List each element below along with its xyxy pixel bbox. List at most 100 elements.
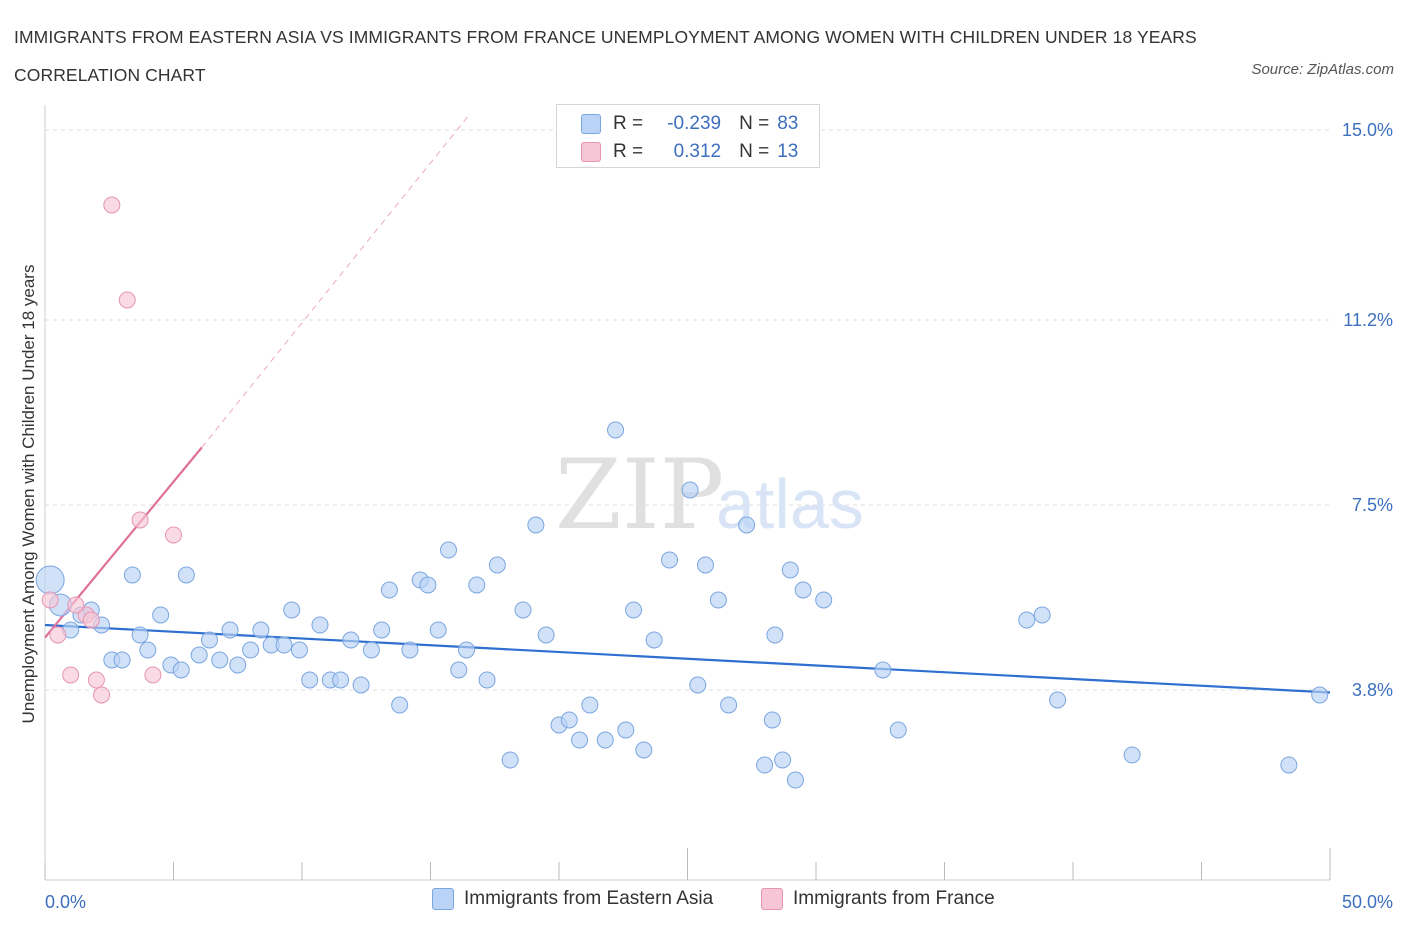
point-eastern-asia-38	[419, 576, 437, 594]
point-eastern-asia-78	[1033, 606, 1051, 624]
x-tick-label-0: 0.0%	[45, 892, 86, 912]
y-axis-label: Unemployment Among Women with Children U…	[19, 265, 38, 724]
legend-n-value: 83	[777, 113, 799, 134]
point-eastern-asia-63	[689, 676, 707, 694]
point-eastern-asia-54	[596, 731, 614, 749]
point-france-11	[165, 526, 182, 544]
point-france-8	[118, 291, 136, 309]
y-tick-label-2: 11.2%	[1343, 310, 1393, 330]
watermark-atlas: atlas	[716, 465, 864, 543]
stats-legend: R = -0.239 N = 83 R = 0.312 N = 13	[556, 104, 820, 168]
legend-n-label: N =	[739, 141, 770, 162]
trend-line-2	[201, 114, 470, 448]
legend-r-value: 0.312	[673, 141, 722, 162]
point-france-6	[93, 686, 111, 704]
tick-labels: 3.8% 7.5% 11.2% 15.0% 0.0% 50.0%	[45, 120, 1393, 912]
point-france-2	[62, 666, 80, 684]
legend-item-eastern-asia[interactable]: Immigrants from Eastern Asia	[432, 888, 713, 910]
point-eastern-asia-26	[301, 671, 319, 689]
point-eastern-asia-25	[290, 641, 308, 659]
legend-r-value: -0.239	[667, 113, 722, 134]
point-eastern-asia-21	[252, 621, 270, 639]
chart-title: IMMIGRANTS FROM EASTERN ASIA VS IMMIGRAN…	[14, 27, 1197, 85]
point-eastern-asia-27	[311, 616, 329, 634]
x-tick-label-1: 50.0%	[1342, 892, 1393, 912]
point-eastern-asia-57	[625, 601, 643, 619]
legend-row-eastern-asia: R = -0.239 N = 83	[581, 110, 798, 138]
legend-swatch-pink	[761, 888, 783, 910]
point-eastern-asia-59	[645, 631, 663, 649]
point-france-12	[67, 596, 85, 614]
point-eastern-asia-48	[527, 516, 545, 534]
legend-label-france: Immigrants from France	[793, 888, 995, 909]
legend-r-label: R =	[613, 141, 644, 162]
y-tick-label-0: 3.8%	[1352, 680, 1393, 700]
point-eastern-asia-61	[681, 481, 699, 499]
point-eastern-asia-10	[139, 641, 157, 659]
point-eastern-asia-77	[1018, 611, 1036, 629]
legend-n-value: 13	[777, 141, 799, 162]
point-france-4	[82, 611, 100, 629]
point-eastern-asia-51	[560, 711, 578, 729]
point-eastern-asia-9	[131, 626, 149, 644]
legend-swatch-blue	[581, 114, 601, 134]
point-eastern-asia-76	[889, 721, 907, 739]
point-eastern-asia-36	[401, 641, 419, 659]
point-eastern-asia-58	[635, 741, 653, 759]
point-eastern-asia-30	[342, 631, 360, 649]
point-eastern-asia-15	[190, 646, 208, 664]
point-eastern-asia-64	[709, 591, 727, 609]
legend-row-france: R = 0.312 N = 13	[581, 138, 798, 166]
point-eastern-asia-35	[391, 696, 409, 714]
point-eastern-asia-71	[781, 561, 799, 579]
trend-lines	[44, 114, 1331, 694]
point-eastern-asia-39	[429, 621, 447, 639]
watermark-zip: ZIP	[555, 439, 724, 551]
point-eastern-asia-60	[661, 551, 679, 569]
legend-swatch-blue	[432, 888, 454, 910]
point-eastern-asia-19	[229, 656, 247, 674]
y-tick-label-1: 7.5%	[1352, 495, 1393, 515]
legend-label-eastern-asia: Immigrants from Eastern Asia	[464, 888, 714, 909]
point-eastern-asia-40	[439, 541, 457, 559]
point-eastern-asia-73	[786, 771, 804, 789]
legend-n-label: N =	[739, 113, 770, 134]
point-eastern-asia-14	[177, 566, 195, 584]
point-eastern-asia-0	[35, 565, 65, 595]
point-eastern-asia-52	[571, 731, 589, 749]
point-eastern-asia-18	[221, 621, 239, 639]
y-tick-label-3: 15.0%	[1342, 120, 1393, 140]
legend-swatch-pink	[581, 142, 601, 162]
point-france-9	[131, 511, 149, 529]
source-label: Source: ZipAtlas.com	[1251, 61, 1394, 78]
point-eastern-asia-81	[1280, 756, 1298, 774]
point-eastern-asia-33	[373, 621, 391, 639]
legend-item-france[interactable]: Immigrants from France	[761, 888, 995, 910]
point-eastern-asia-42	[457, 641, 475, 659]
point-eastern-asia-66	[738, 516, 756, 534]
point-eastern-asia-46	[501, 751, 519, 769]
point-eastern-asia-47	[514, 601, 532, 619]
point-eastern-asia-24	[283, 601, 301, 619]
watermark: ZIP atlas	[555, 439, 864, 551]
point-france-10	[144, 666, 162, 684]
point-eastern-asia-7	[113, 651, 131, 669]
point-eastern-asia-32	[362, 641, 380, 659]
point-eastern-asia-65	[720, 696, 738, 714]
point-eastern-asia-20	[242, 641, 260, 659]
point-eastern-asia-79	[1049, 691, 1067, 709]
point-eastern-asia-69	[766, 626, 784, 644]
point-eastern-asia-41	[450, 661, 468, 679]
point-eastern-asia-45	[488, 556, 506, 574]
point-eastern-asia-67	[756, 756, 774, 774]
point-eastern-asia-8	[123, 566, 141, 584]
point-france-5	[87, 671, 105, 689]
point-eastern-asia-82	[1311, 686, 1329, 704]
point-eastern-asia-44	[478, 671, 496, 689]
legend-r-label: R =	[613, 113, 644, 134]
point-eastern-asia-55	[607, 421, 625, 439]
point-eastern-asia-72	[794, 581, 812, 599]
point-eastern-asia-16	[200, 631, 218, 649]
axes	[44, 105, 1331, 881]
point-eastern-asia-43	[468, 576, 486, 594]
